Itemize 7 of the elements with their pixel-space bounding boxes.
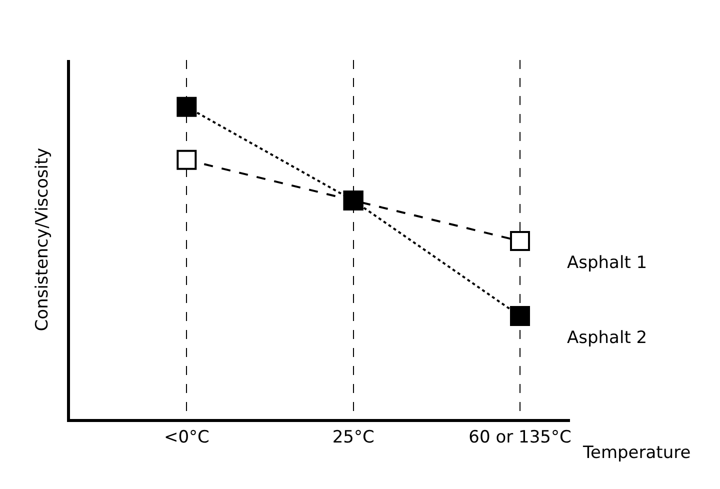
text: Asphalt 2 <box>567 328 648 348</box>
x-tick-label: 60 or 135°C <box>468 427 572 448</box>
text: Asphalt 1 <box>567 253 648 273</box>
y-axis-title: Consistency/Viscosity <box>32 148 53 332</box>
x-tick-label: 25°C <box>332 427 374 448</box>
x-tick-label: <0°C <box>164 427 210 448</box>
x-axis-title: Temperature <box>582 443 691 463</box>
